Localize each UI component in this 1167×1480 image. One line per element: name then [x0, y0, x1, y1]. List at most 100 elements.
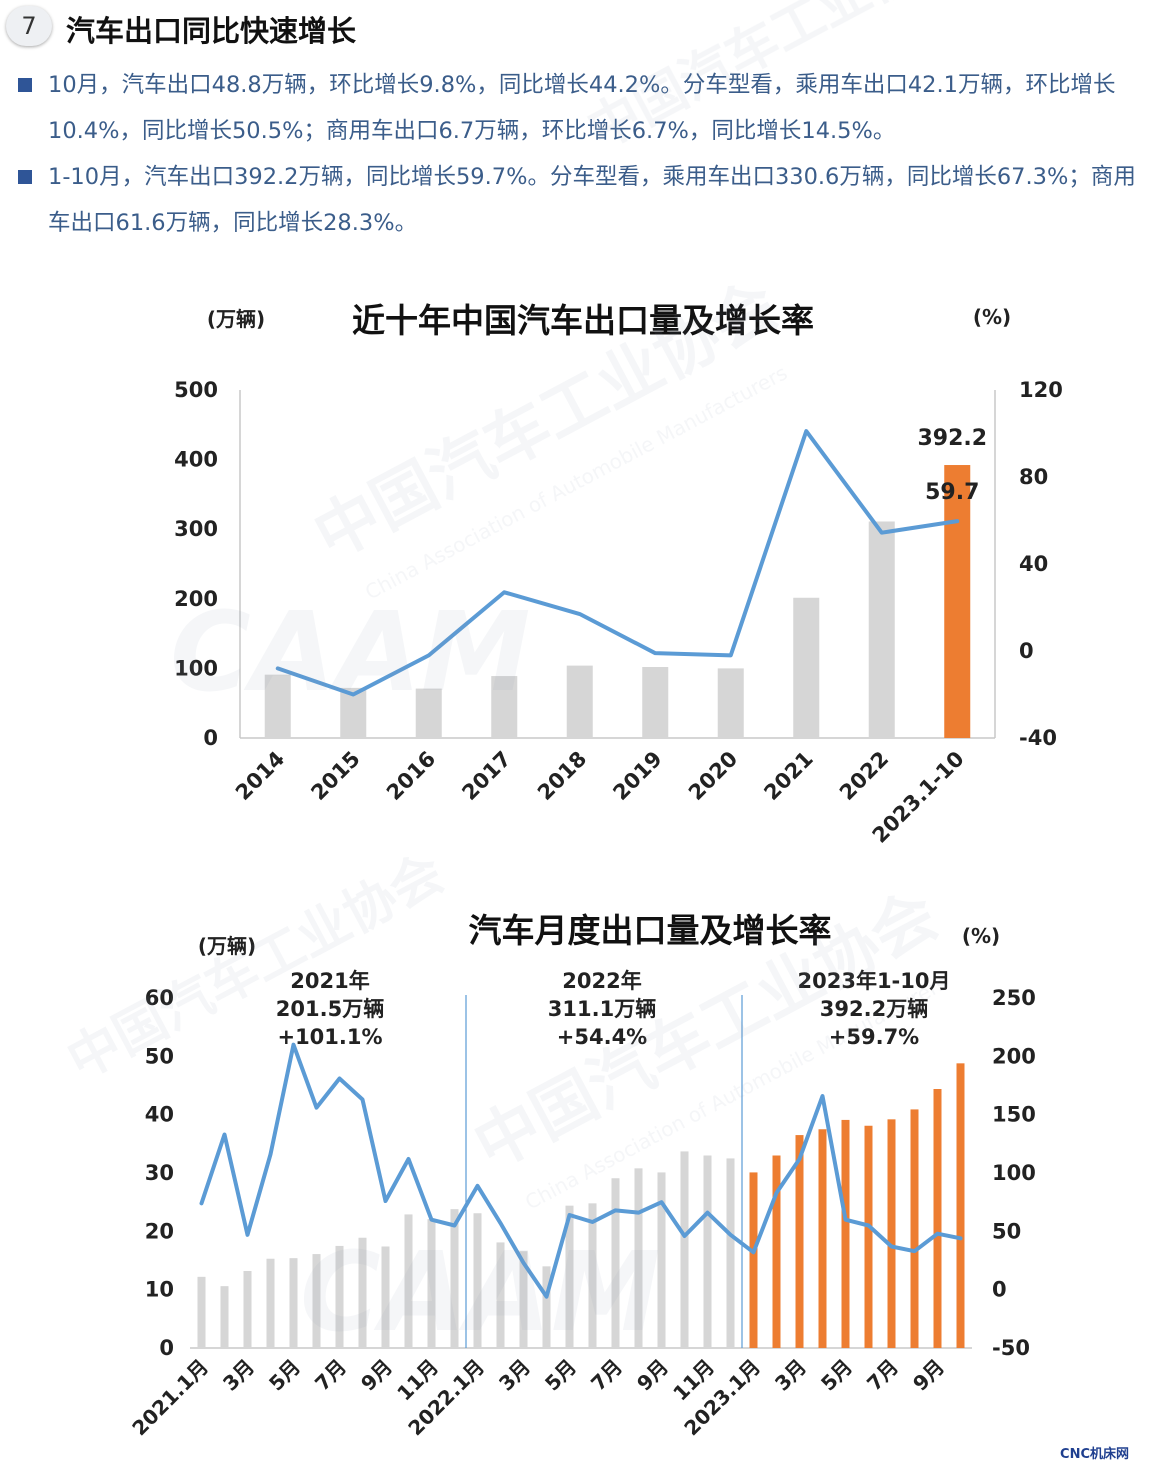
- annual-export-chart: 近十年中国汽车出口量及增长率 (万辆) (%) 0 100 200 300 400 500…: [174, 301, 1063, 848]
- x-tick-label: 2017: [457, 747, 515, 805]
- bar-6月: [312, 1254, 321, 1348]
- bar-12月: [450, 1209, 459, 1348]
- x-tick-label: 9月: [908, 1355, 949, 1396]
- x-tick-label: 2022: [835, 747, 893, 805]
- monthly-export-chart: 汽车月度出口量及增长率 (万辆) (%) 0 10 20 30 40 50 60 -50 0 50…: [127, 911, 1036, 1441]
- section-number-badge: 7: [6, 6, 52, 46]
- data-label: 59.7: [925, 480, 979, 505]
- chart-title: 近十年中国汽车出口量及增长率: [352, 301, 814, 340]
- x-tick-label: 2018: [533, 747, 591, 805]
- right-tick-label: 40: [1019, 552, 1048, 576]
- section-number: 7: [21, 12, 37, 40]
- bullet-square-icon: [18, 170, 32, 184]
- left-tick-label: 100: [174, 656, 218, 680]
- growth-rate-line: [199, 1042, 963, 1299]
- bar-3月: [519, 1251, 528, 1348]
- chart-title: 汽车月度出口量及增长率: [469, 911, 832, 950]
- left-tick-label: 200: [174, 587, 218, 611]
- bar-4月: [266, 1258, 275, 1348]
- left-tick-label: 10: [145, 1278, 174, 1302]
- bar-7月: [611, 1178, 620, 1348]
- right-tick-label: 250: [992, 986, 1036, 1010]
- x-tick-label: 5月: [540, 1355, 581, 1396]
- bar-4月: [542, 1266, 551, 1348]
- bullet-text: 10月，汽车出口48.8万辆，环比增长9.8%，同比增长44.2%。分车型看，乘…: [48, 72, 1116, 144]
- footer-site-label: CNC机床网: [1060, 1447, 1129, 1462]
- section-summary-line2: 392.2万辆: [820, 997, 928, 1021]
- section-summary-line2: 311.1万辆: [548, 997, 656, 1021]
- right-axis-unit: (%): [973, 305, 1011, 329]
- bar-8月: [910, 1109, 919, 1348]
- right-tick-label: 120: [1019, 378, 1063, 402]
- bar-2月: [496, 1242, 505, 1348]
- bar-2月: [772, 1155, 781, 1348]
- left-axis-unit: (万辆): [207, 307, 265, 331]
- x-tick-label: 2016: [382, 747, 440, 805]
- x-tick-label: 5月: [816, 1355, 857, 1396]
- right-tick-label: -40: [1019, 726, 1057, 750]
- data-label: 392.2: [917, 426, 987, 451]
- bar-5月: [289, 1258, 298, 1348]
- section-summary-line2: 201.5万辆: [276, 997, 384, 1021]
- left-tick-label: 40: [145, 1103, 174, 1127]
- right-tick-label: 50: [992, 1219, 1021, 1243]
- x-tick-label: 5月: [264, 1355, 305, 1396]
- right-tick-label: 0: [1019, 639, 1034, 663]
- x-tick-label: 7月: [310, 1355, 351, 1396]
- x-tick-label: 7月: [586, 1355, 627, 1396]
- left-tick-label: 50: [145, 1044, 174, 1068]
- section-summary-line3: +59.7%: [829, 1025, 919, 1049]
- x-tick-label: 2021.1月: [127, 1355, 213, 1441]
- left-tick-label: 300: [174, 517, 218, 541]
- bar-2月: [220, 1286, 229, 1348]
- bar-5月: [565, 1205, 574, 1348]
- x-tick-label: 2014: [231, 747, 289, 805]
- bar-8月: [358, 1237, 367, 1348]
- growth-rate-line: [275, 429, 960, 697]
- x-tick-label: 2020: [684, 747, 742, 805]
- bar-9月: [933, 1089, 942, 1348]
- right-tick-label: 200: [992, 1044, 1036, 1068]
- bar-2021: [793, 597, 820, 738]
- x-tick-label: 9月: [356, 1355, 397, 1396]
- left-tick-label: 30: [145, 1161, 174, 1185]
- bar-2022: [868, 521, 895, 738]
- x-tick-label: 7月: [862, 1355, 903, 1396]
- bar-4月: [818, 1129, 827, 1348]
- bar-2016: [415, 688, 442, 738]
- left-tick-label: 400: [174, 448, 218, 472]
- bar-9月: [657, 1172, 666, 1348]
- left-axis-unit: (万辆): [198, 934, 256, 958]
- bar-2023.1-10: [944, 465, 971, 738]
- x-tick-label: 3月: [218, 1355, 259, 1396]
- bar-8月: [634, 1168, 643, 1348]
- right-tick-label: -50: [992, 1336, 1030, 1360]
- right-tick-label: 150: [992, 1103, 1036, 1127]
- bar-5月: [841, 1119, 850, 1348]
- bar-2022.1月: [473, 1213, 482, 1348]
- left-tick-label: 500: [174, 378, 218, 402]
- bar-10月: [404, 1214, 413, 1348]
- bullet-square-icon: [18, 78, 32, 92]
- section-summary-line1: 2021年: [290, 969, 369, 993]
- section-summary-line3: +101.1%: [277, 1025, 382, 1049]
- bar-7月: [335, 1245, 344, 1348]
- bullet-text: 1-10月，汽车出口392.2万辆，同比增长59.7%。分车型看，乘用车出口33…: [48, 164, 1136, 236]
- bar-2014: [264, 674, 291, 738]
- x-tick-label: 9月: [632, 1355, 673, 1396]
- bar-2023.1月: [749, 1172, 758, 1348]
- right-tick-label: 100: [992, 1161, 1036, 1185]
- bar-10月: [956, 1063, 965, 1348]
- bar-10月: [680, 1151, 689, 1348]
- bar-9月: [381, 1246, 390, 1348]
- bar-3月: [795, 1135, 804, 1348]
- bar-11月: [703, 1155, 712, 1348]
- bar-6月: [864, 1125, 873, 1348]
- section-summary-line3: +54.4%: [557, 1025, 647, 1049]
- right-tick-label: 0: [992, 1278, 1007, 1302]
- bar-2019: [642, 667, 669, 738]
- left-tick-label: 60: [145, 986, 174, 1010]
- right-axis-unit: (%): [962, 924, 1000, 948]
- bullet-item-jan-oct: 1-10月，汽车出口392.2万辆，同比增长59.7%。分车型看，乘用车出口33…: [14, 154, 1154, 246]
- bar-2018: [566, 665, 593, 738]
